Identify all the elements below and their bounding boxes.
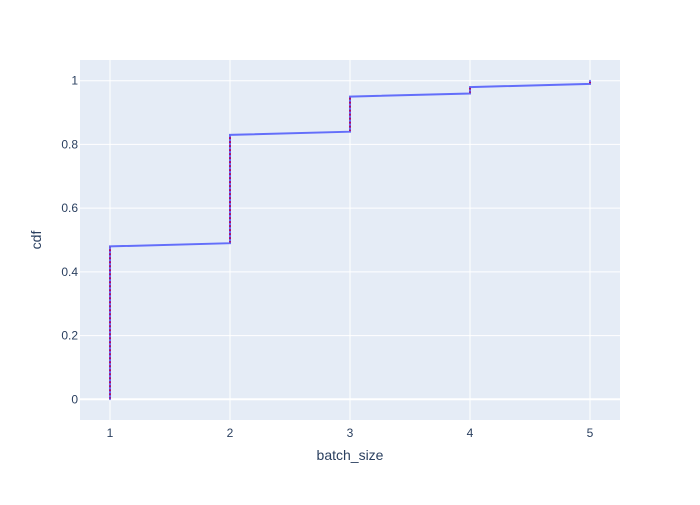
x-tick-label: 4 — [467, 426, 474, 440]
tick-labels: 1 2 3 4 5 0 0.2 0.4 0.6 0.8 1 — [61, 74, 593, 440]
data-point — [229, 133, 231, 136]
x-axis-title: batch_size — [317, 447, 384, 463]
y-tick-label: 0.8 — [61, 137, 78, 151]
x-tick-label: 1 — [107, 426, 114, 440]
data-point — [109, 398, 111, 401]
series-layer — [109, 79, 591, 401]
y-tick-label: 0.6 — [61, 201, 78, 215]
y-tick-label: 0 — [71, 392, 78, 406]
x-tick-label: 3 — [347, 426, 354, 440]
y-tick-label: 0.4 — [61, 265, 78, 279]
y-tick-label: 1 — [71, 74, 78, 88]
x-tick-label: 2 — [227, 426, 234, 440]
data-point — [589, 82, 591, 85]
data-point — [589, 79, 591, 82]
data-point — [349, 95, 351, 98]
x-tick-label: 5 — [587, 426, 594, 440]
data-point — [229, 242, 231, 245]
y-axis-title: cdf — [28, 231, 44, 250]
data-point — [469, 86, 471, 88]
data-point — [469, 92, 471, 95]
data-point — [109, 245, 111, 248]
data-point — [349, 130, 351, 133]
y-tick-label: 0.2 — [61, 329, 78, 343]
